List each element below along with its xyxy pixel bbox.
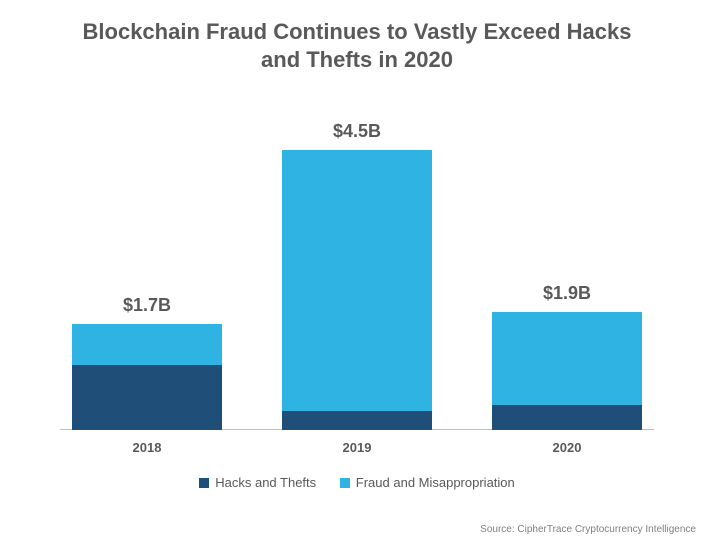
legend-label-hacks: Hacks and Thefts <box>215 475 316 490</box>
legend-item-hacks: Hacks and Thefts <box>199 475 316 490</box>
bar-total-label: $1.9B <box>492 283 642 304</box>
legend-label-fraud: Fraud and Misappropriation <box>356 475 515 490</box>
legend-swatch-fraud <box>340 478 350 488</box>
legend: Hacks and Thefts Fraud and Misappropriat… <box>0 475 714 491</box>
bar-2018: $1.7B <box>72 324 222 430</box>
x-axis-label: 2019 <box>282 440 432 455</box>
bar-segment <box>72 324 222 364</box>
source-attribution: Source: CipherTrace Cryptocurrency Intel… <box>480 524 696 535</box>
chart-title: Blockchain Fraud Continues to Vastly Exc… <box>0 0 714 73</box>
x-axis-label: 2020 <box>492 440 642 455</box>
bar-segment <box>492 312 642 405</box>
bar-2020: $1.9B <box>492 312 642 430</box>
bar-total-label: $1.7B <box>72 295 222 316</box>
legend-swatch-hacks <box>199 478 209 488</box>
plot-area: 2018$1.7B2019$4.5B2020$1.9B <box>60 150 654 430</box>
bar-segment <box>282 150 432 411</box>
bar-total-label: $4.5B <box>282 121 432 142</box>
bar-segment <box>492 405 642 430</box>
chart-container: Blockchain Fraud Continues to Vastly Exc… <box>0 0 714 545</box>
bar-segment <box>282 411 432 430</box>
x-axis-label: 2018 <box>72 440 222 455</box>
legend-item-fraud: Fraud and Misappropriation <box>340 475 515 490</box>
bar-2019: $4.5B <box>282 150 432 430</box>
bar-segment <box>72 365 222 430</box>
